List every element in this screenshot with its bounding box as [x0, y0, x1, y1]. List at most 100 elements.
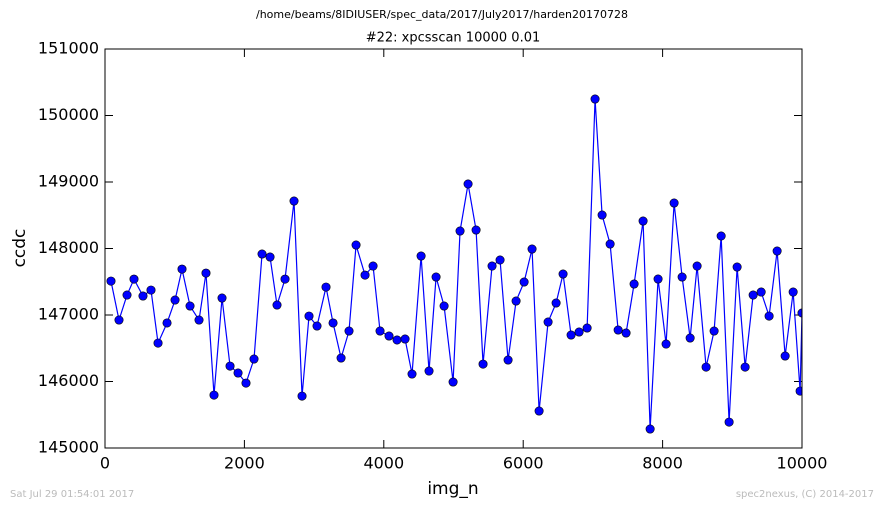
data-point	[677, 272, 687, 282]
data-point	[503, 355, 513, 365]
data-point	[740, 362, 750, 372]
x-tick-label: 6000	[503, 454, 544, 473]
data-point	[795, 386, 802, 396]
y-tick-label: 147000	[38, 305, 99, 324]
data-point	[304, 311, 314, 321]
data-point	[177, 264, 187, 274]
data-point	[495, 255, 505, 265]
data-point	[375, 326, 385, 336]
data-point	[407, 369, 417, 379]
data-point	[201, 268, 211, 278]
x-tick-label: 8000	[642, 454, 683, 473]
data-point	[511, 296, 521, 306]
data-point	[106, 276, 116, 286]
data-point	[114, 315, 124, 325]
data-point	[368, 261, 378, 271]
data-point	[701, 362, 711, 372]
data-point	[645, 424, 655, 434]
data-point	[629, 279, 639, 289]
y-tick-label: 145000	[38, 438, 99, 457]
data-point	[732, 262, 742, 272]
chart-title: #22: xpcsscan 10000 0.01	[366, 31, 541, 46]
data-point	[669, 198, 679, 208]
data-point	[146, 285, 156, 295]
data-point	[772, 246, 782, 256]
data-point	[543, 317, 553, 327]
plot-frame	[104, 48, 803, 449]
data-point	[392, 335, 402, 345]
data-point	[439, 301, 449, 311]
y-tick-label: 150000	[38, 105, 99, 124]
x-tick-label: 2000	[224, 454, 265, 473]
data-point	[400, 334, 410, 344]
data-point	[321, 282, 331, 292]
data-point	[170, 295, 180, 305]
y-tick-label: 148000	[38, 238, 99, 257]
data-point	[328, 318, 338, 328]
data-point	[297, 391, 307, 401]
data-point	[384, 331, 394, 341]
data-point	[748, 290, 758, 300]
data-point	[653, 274, 663, 284]
data-point	[558, 269, 568, 279]
data-point	[471, 225, 481, 235]
data-point	[566, 330, 576, 340]
data-point	[574, 327, 584, 337]
data-point	[597, 210, 607, 220]
data-point	[209, 390, 219, 400]
data-point	[661, 339, 671, 349]
data-point	[257, 249, 267, 259]
data-point	[448, 377, 458, 387]
data-point	[241, 378, 251, 388]
data-point	[590, 94, 600, 104]
data-point	[344, 326, 354, 336]
data-point	[638, 216, 648, 226]
data-point	[780, 351, 790, 361]
data-point	[162, 318, 172, 328]
data-point	[551, 298, 561, 308]
data-point	[360, 270, 370, 280]
data-point	[336, 353, 346, 363]
data-point	[249, 354, 259, 364]
data-point	[724, 417, 734, 427]
data-point	[788, 287, 798, 297]
x-tick-label: 0	[100, 454, 110, 473]
data-point	[478, 359, 488, 369]
data-point	[416, 251, 426, 261]
suptitle: /home/beams/8IDIUSER/spec_data/2017/July…	[256, 8, 628, 21]
data-point	[194, 315, 204, 325]
data-point	[692, 261, 702, 271]
data-point	[519, 277, 529, 287]
data-point	[613, 325, 623, 335]
data-point	[217, 293, 227, 303]
data-point	[138, 291, 148, 301]
data-point	[582, 323, 592, 333]
data-point	[265, 252, 275, 262]
x-tick-label: 4000	[363, 454, 404, 473]
footer-left: Sat Jul 29 01:54:01 2017	[10, 489, 134, 500]
data-point	[685, 333, 695, 343]
data-point	[153, 338, 163, 348]
data-point	[716, 231, 726, 241]
data-point	[709, 326, 719, 336]
data-point	[289, 196, 299, 206]
data-point	[621, 328, 631, 338]
data-point	[129, 274, 139, 284]
data-point	[424, 366, 434, 376]
data-point	[272, 300, 282, 310]
data-point	[534, 406, 544, 416]
data-point	[487, 261, 497, 271]
data-point	[185, 301, 195, 311]
data-point	[455, 226, 465, 236]
footer-right: spec2nexus, (C) 2014-2017	[736, 489, 874, 500]
data-point	[756, 287, 766, 297]
y-tick-label: 151000	[38, 39, 99, 58]
y-axis-label: ccdc	[10, 229, 30, 268]
data-point	[280, 274, 290, 284]
data-point	[122, 290, 132, 300]
data-point	[764, 311, 774, 321]
x-axis-label: img_n	[427, 479, 478, 499]
data-point	[351, 240, 361, 250]
data-point	[463, 179, 473, 189]
